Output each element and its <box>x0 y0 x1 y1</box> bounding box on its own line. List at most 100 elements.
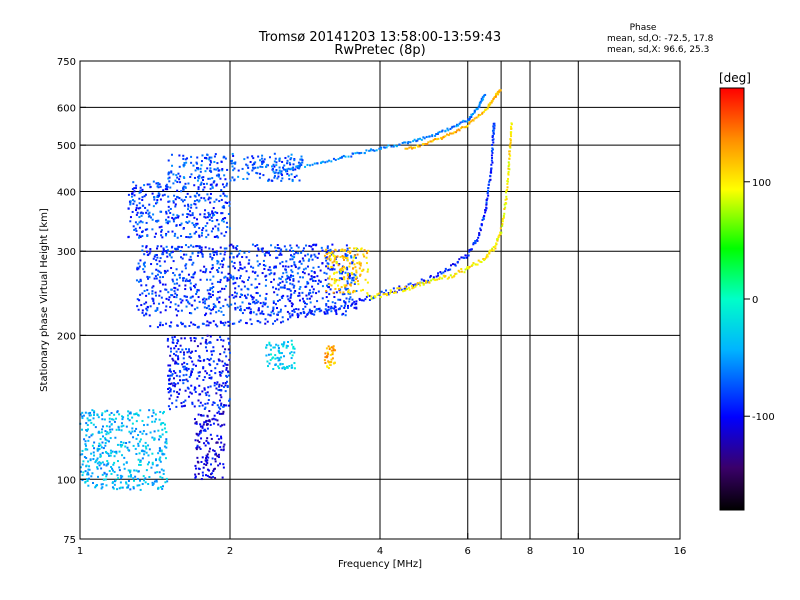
data-point <box>174 383 177 386</box>
data-point <box>441 129 444 132</box>
data-point <box>219 373 222 376</box>
data-point <box>333 282 336 285</box>
data-point <box>290 305 293 308</box>
data-point <box>228 227 231 230</box>
data-point <box>232 246 235 249</box>
data-point <box>213 214 216 217</box>
data-point <box>157 219 160 222</box>
data-point <box>236 255 239 258</box>
data-point <box>282 168 285 171</box>
data-point <box>194 364 197 367</box>
data-point <box>204 271 207 274</box>
data-point <box>187 213 190 216</box>
data-point <box>212 320 215 323</box>
data-point <box>202 176 205 179</box>
data-point <box>118 450 121 453</box>
data-point <box>158 294 161 297</box>
data-point <box>111 469 114 472</box>
data-point <box>103 472 106 475</box>
data-point <box>305 303 308 306</box>
data-point <box>293 310 296 313</box>
data-point <box>380 146 383 149</box>
data-point <box>473 117 476 120</box>
data-point <box>277 172 280 175</box>
data-point <box>159 264 162 267</box>
data-point <box>290 173 293 176</box>
data-point <box>298 294 301 297</box>
data-point <box>205 459 208 462</box>
data-point <box>366 281 369 284</box>
data-point <box>98 464 101 467</box>
data-point <box>293 256 296 259</box>
data-point <box>81 417 84 420</box>
data-point <box>197 371 200 374</box>
data-point <box>151 481 154 484</box>
data-point <box>280 356 283 359</box>
data-point <box>211 258 214 261</box>
data-point <box>169 350 172 353</box>
data-point <box>264 322 267 325</box>
data-point <box>178 197 181 200</box>
data-point <box>111 418 114 421</box>
data-point <box>93 411 96 414</box>
data-point <box>310 275 313 278</box>
data-point <box>85 422 88 425</box>
data-point <box>171 216 174 219</box>
data-point <box>279 252 282 255</box>
data-point <box>378 293 381 296</box>
data-point <box>468 122 471 125</box>
data-point <box>97 475 100 478</box>
data-point <box>348 298 351 301</box>
data-point <box>270 280 273 283</box>
data-point <box>310 312 313 315</box>
data-point <box>191 295 194 298</box>
data-point <box>306 265 309 268</box>
data-point <box>340 156 343 159</box>
data-point <box>219 353 222 356</box>
data-point <box>225 375 228 378</box>
data-point <box>154 459 157 462</box>
data-point <box>246 287 249 290</box>
data-point <box>157 182 160 185</box>
data-point <box>478 104 481 107</box>
data-point <box>133 430 136 433</box>
data-point <box>308 308 311 311</box>
data-point <box>171 294 174 297</box>
data-point <box>209 255 212 258</box>
data-point <box>161 276 164 279</box>
data-point <box>370 297 373 300</box>
data-point <box>174 179 177 182</box>
data-point <box>187 273 190 276</box>
data-point <box>201 337 204 340</box>
data-point <box>199 342 202 345</box>
data-point <box>231 176 234 179</box>
data-point <box>171 250 174 253</box>
data-point <box>139 459 142 462</box>
data-point <box>325 248 328 251</box>
data-point <box>198 355 201 358</box>
data-point <box>173 384 176 387</box>
data-point <box>147 212 150 215</box>
data-point <box>329 288 332 291</box>
data-point <box>98 447 101 450</box>
data-point <box>215 198 218 201</box>
data-point <box>208 156 211 159</box>
data-point <box>224 404 227 407</box>
data-point <box>142 479 145 482</box>
data-point <box>110 452 113 455</box>
data-point <box>412 140 415 143</box>
data-point <box>219 336 222 339</box>
data-point <box>81 453 84 456</box>
data-point <box>358 297 361 300</box>
data-point <box>308 244 311 247</box>
data-point <box>204 225 207 228</box>
data-point <box>190 206 193 209</box>
data-point <box>472 241 475 244</box>
data-point <box>198 446 201 449</box>
data-point <box>403 289 406 292</box>
data-point <box>360 247 363 250</box>
data-point <box>343 278 346 281</box>
data-point <box>86 448 89 451</box>
data-point <box>192 245 195 248</box>
data-point <box>190 296 193 299</box>
